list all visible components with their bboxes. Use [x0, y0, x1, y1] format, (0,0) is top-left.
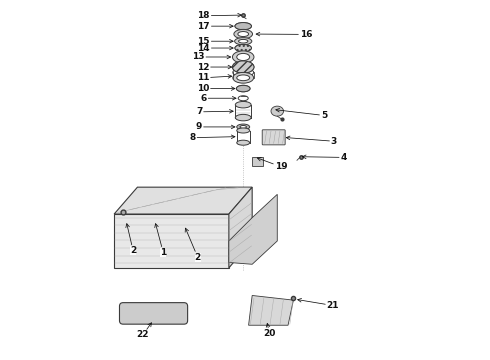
- FancyBboxPatch shape: [262, 130, 285, 145]
- Text: 9: 9: [196, 122, 235, 131]
- Text: 1: 1: [155, 224, 167, 257]
- Ellipse shape: [237, 75, 250, 81]
- Polygon shape: [248, 296, 294, 325]
- Text: 6: 6: [200, 94, 236, 103]
- Ellipse shape: [232, 51, 254, 63]
- Text: 21: 21: [298, 298, 339, 310]
- Ellipse shape: [234, 30, 252, 39]
- Text: 15: 15: [197, 37, 233, 46]
- Ellipse shape: [235, 38, 252, 45]
- Text: 2: 2: [185, 228, 201, 262]
- FancyBboxPatch shape: [120, 303, 188, 324]
- Polygon shape: [114, 187, 252, 214]
- Text: 14: 14: [197, 44, 233, 53]
- Text: 19: 19: [257, 158, 287, 171]
- Polygon shape: [114, 214, 229, 268]
- Ellipse shape: [271, 106, 284, 116]
- Text: 17: 17: [197, 22, 233, 31]
- Text: 4: 4: [302, 153, 347, 162]
- Text: 8: 8: [190, 133, 235, 142]
- Ellipse shape: [237, 128, 250, 133]
- Text: 3: 3: [286, 136, 337, 146]
- Ellipse shape: [238, 32, 248, 37]
- Polygon shape: [229, 187, 252, 268]
- Ellipse shape: [240, 126, 246, 129]
- Ellipse shape: [239, 40, 248, 43]
- Ellipse shape: [236, 85, 250, 92]
- Text: 11: 11: [197, 73, 232, 82]
- Bar: [252, 157, 263, 166]
- Ellipse shape: [233, 72, 254, 83]
- Ellipse shape: [237, 124, 250, 130]
- Polygon shape: [229, 194, 277, 264]
- Ellipse shape: [235, 44, 251, 51]
- Ellipse shape: [123, 306, 184, 320]
- Text: 10: 10: [197, 84, 235, 93]
- Text: 12: 12: [197, 63, 232, 72]
- Ellipse shape: [237, 140, 250, 145]
- Ellipse shape: [235, 102, 251, 108]
- Ellipse shape: [232, 61, 254, 73]
- Ellipse shape: [235, 114, 251, 121]
- Text: 5: 5: [276, 108, 327, 120]
- Ellipse shape: [235, 23, 251, 30]
- Text: 22: 22: [137, 323, 151, 339]
- Text: 18: 18: [197, 11, 242, 20]
- Text: 16: 16: [256, 30, 312, 39]
- Text: 7: 7: [196, 107, 233, 116]
- Ellipse shape: [237, 53, 250, 60]
- Text: 2: 2: [126, 224, 136, 255]
- Text: 20: 20: [263, 323, 275, 338]
- Text: 13: 13: [192, 53, 231, 62]
